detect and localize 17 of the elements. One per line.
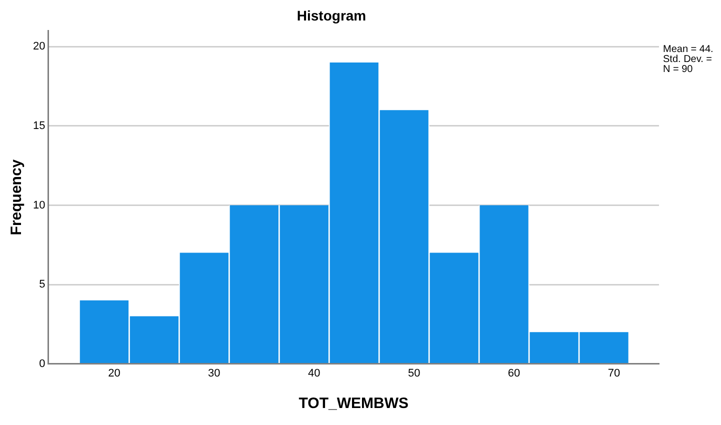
x-tick-label: 70 (608, 367, 620, 380)
x-tick-label: 40 (308, 367, 320, 380)
y-tick-label: 15 (32, 120, 46, 132)
y-tick-label: 20 (32, 40, 46, 53)
x-axis-title: TOT_WEMBWS (298, 395, 408, 412)
y-tick-label: 10 (32, 199, 46, 212)
y-axis-title: Frequency (8, 158, 26, 236)
x-tick-label: 50 (408, 367, 420, 380)
text: Std. Dev. = (663, 54, 714, 65)
y-tick-label: 5 (39, 278, 46, 291)
chart-title: Histogram (296, 7, 366, 24)
x-tick-label: 20 (108, 367, 120, 380)
text: N = 90 (663, 64, 694, 75)
y-tick-label: 0 (39, 358, 46, 370)
x-tick-label: 60 (508, 367, 520, 380)
text: Mean = 44. (663, 44, 714, 55)
x-tick-label: 30 (208, 367, 220, 380)
